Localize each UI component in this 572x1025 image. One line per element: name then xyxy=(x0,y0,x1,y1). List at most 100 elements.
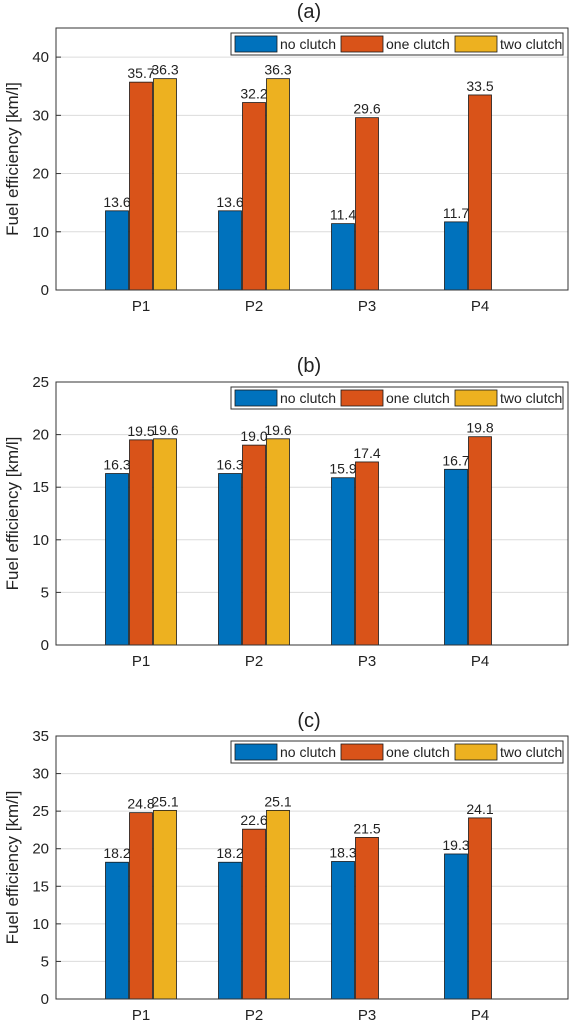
panel-3-xtick-label: P1 xyxy=(132,1007,150,1024)
panel-3-legend-swatch xyxy=(234,743,278,761)
panel-2-legend-label: one clutch xyxy=(386,390,450,406)
panel-3-data-label: 21.5 xyxy=(353,820,380,836)
panel-3-bar-one-clutch-P3 xyxy=(355,837,379,1000)
panel-2-bar-one-clutch-P2 xyxy=(242,444,266,646)
panel-1-data-label: 36.3 xyxy=(264,62,291,78)
panel-3-ytick-label: 15 xyxy=(32,878,49,895)
panel-2-data-label: 15.9 xyxy=(329,461,356,477)
panel-3-data-label: 18.2 xyxy=(216,845,243,861)
panel-1-ytick-label: 40 xyxy=(32,49,49,66)
panel-3-data-label: 18.2 xyxy=(103,845,130,861)
panel-2-ytick-label: 15 xyxy=(32,479,49,496)
panel-1-ylabel: Fuel efficiency [km/l] xyxy=(3,82,22,236)
panel-3-ytick-label: 0 xyxy=(41,991,49,1008)
panel-1-data-label: 29.6 xyxy=(353,101,380,117)
panel-3-bar-one-clutch-P4 xyxy=(468,817,492,1000)
panel-3-xtick-label: P2 xyxy=(245,1007,263,1024)
panel-1-chart: 0 10 20 30 40 P1 P2 P3 P4 13.6 13.6 11.4 11.7 35.7 32.… xyxy=(3,1,569,315)
panel-1-legend-swatch xyxy=(454,35,498,53)
panel-2-xtick-label: P1 xyxy=(132,653,150,670)
panel-3-bar-no-clutch-P4 xyxy=(444,853,468,1000)
panel-2-legend-label: two clutch xyxy=(500,390,562,406)
panel-3-legend-label: no clutch xyxy=(280,744,336,760)
panel-2-data-label: 19.0 xyxy=(240,428,267,444)
panel-1-legend-label: one clutch xyxy=(386,36,450,52)
panel-3-bar-no-clutch-P2 xyxy=(218,861,242,1000)
panel-2-ytick-label: 20 xyxy=(32,427,49,444)
panel-2-bar-one-clutch-P4 xyxy=(468,436,492,646)
panel-1-legend-swatch xyxy=(340,35,384,53)
panel-2-xtick-label: P4 xyxy=(471,653,489,670)
panel-3-chart: 0 5 10 15 20 25 30 35 P1 P2 P3 P4 18.2 18.2 18.3 19.3 24… xyxy=(3,710,569,1024)
panel-1-ytick-label: 10 xyxy=(32,224,49,241)
panel-2-data-label: 19.6 xyxy=(264,422,291,438)
panel-3-xtick-label: P4 xyxy=(471,1007,489,1024)
panel-3-legend-swatch xyxy=(454,743,498,761)
panel-1-xtick-label: P1 xyxy=(132,298,150,315)
panel-2-ytick-label: 5 xyxy=(41,584,49,601)
panel-1-legend-label: no clutch xyxy=(280,36,336,52)
panel-3-bar-no-clutch-P3 xyxy=(331,861,355,1000)
panel-2-data-label: 16.7 xyxy=(442,452,469,468)
panel-1-data-label: 13.6 xyxy=(103,194,130,210)
panel-3-data-label: 19.3 xyxy=(442,837,469,853)
panel-2-data-label: 16.3 xyxy=(103,457,130,473)
panel-2-bar-no-clutch-P1 xyxy=(105,473,129,646)
panel-3-ytick-label: 25 xyxy=(32,803,49,820)
panel-3-data-label: 25.1 xyxy=(264,793,291,809)
panel-1-bar-one-clutch-P1 xyxy=(129,81,153,291)
panel-2-ytick-label: 10 xyxy=(32,532,49,549)
panel-1-data-label: 35.7 xyxy=(127,65,154,81)
panel-1-bar-no-clutch-P1 xyxy=(105,210,129,291)
panel-2-bar-one-clutch-P1 xyxy=(129,439,153,646)
panel-1-bar-one-clutch-P3 xyxy=(355,117,379,291)
panel-1-data-label: 32.2 xyxy=(240,86,267,102)
panel-2-bar-two-clutch-P1 xyxy=(153,438,177,646)
panel-1-data-label: 33.5 xyxy=(466,78,493,94)
panel-1-legend-label: two clutch xyxy=(500,36,562,52)
panel-2-bar-no-clutch-P4 xyxy=(444,468,468,646)
panel-2-xtick-label: P3 xyxy=(358,653,376,670)
panel-3-ylabel: Fuel efficiency [km/l] xyxy=(3,791,22,945)
panel-2-bar-two-clutch-P2 xyxy=(266,438,290,646)
panel-1-ytick-label: 20 xyxy=(32,166,49,183)
panel-3-xtick-label: P3 xyxy=(358,1007,376,1024)
panel-3-ytick-label: 5 xyxy=(41,953,49,970)
panel-1-bar-no-clutch-P4 xyxy=(444,221,468,291)
panel-1-data-label: 11.7 xyxy=(443,205,469,221)
panel-3-bar-two-clutch-P1 xyxy=(153,809,177,1000)
panel-3-bar-no-clutch-P1 xyxy=(105,861,129,1000)
panel-1-bar-no-clutch-P3 xyxy=(331,223,355,291)
panel-1-xtick-label: P2 xyxy=(245,298,263,315)
panel-2-legend: no clutch one clutch two clutch xyxy=(230,386,564,410)
panel-2-ytick-label: 25 xyxy=(32,374,49,391)
panel-1-xtick-label: P4 xyxy=(471,298,489,315)
panel-1-data-label: 36.3 xyxy=(151,62,178,78)
panel-3-data-label: 25.1 xyxy=(151,793,178,809)
panel-1-title: (a) xyxy=(297,1,321,23)
panel-1-data-label: 11.4 xyxy=(330,207,356,223)
panel-1-data-label: 13.6 xyxy=(216,194,243,210)
panel-3-data-label: 18.3 xyxy=(329,844,356,860)
panel-2-data-label: 19.8 xyxy=(466,420,493,436)
panel-3-legend: no clutch one clutch two clutch xyxy=(230,740,564,764)
panel-3-ytick-label: 10 xyxy=(32,916,49,933)
panel-2-ylabel: Fuel efficiency [km/l] xyxy=(3,437,22,591)
panel-1-bar-two-clutch-P1 xyxy=(153,78,177,291)
panel-2-legend-swatch xyxy=(340,389,384,407)
panel-1-legend-swatch xyxy=(234,35,278,53)
panel-2-title: (b) xyxy=(297,355,321,377)
panel-2-legend-swatch xyxy=(454,389,498,407)
panel-2-legend-swatch xyxy=(234,389,278,407)
panel-3-title: (c) xyxy=(297,710,320,732)
panel-2-data-label: 19.6 xyxy=(151,422,178,438)
panel-2-ytick-label: 0 xyxy=(41,637,49,654)
panel-3-ytick-label: 30 xyxy=(32,766,49,783)
panel-3-data-label: 24.1 xyxy=(466,801,493,817)
panel-3-legend-label: one clutch xyxy=(386,744,450,760)
panel-1-bar-one-clutch-P4 xyxy=(468,94,492,291)
panel-2-data-label: 17.4 xyxy=(353,445,380,461)
panel-1-ytick-label: 30 xyxy=(32,107,49,124)
